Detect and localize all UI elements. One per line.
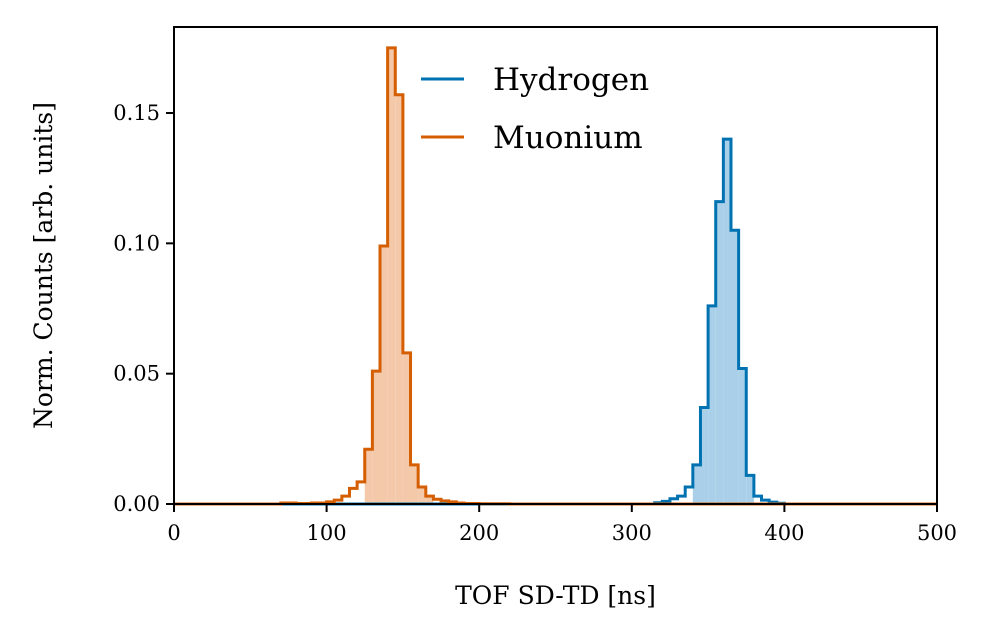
muonium-histogram-line	[174, 46, 937, 506]
x-tick-label: 100	[307, 521, 347, 545]
y-tick-label: 0.05	[113, 362, 160, 386]
muonium-bin-fill	[372, 371, 381, 504]
hydrogen-bin-fill	[715, 201, 724, 504]
muonium-bin-fill	[425, 496, 434, 504]
y-tick-label: 0.00	[113, 492, 160, 516]
hydrogen-bin-fill	[746, 475, 754, 504]
y-tick-label: 0.10	[113, 231, 160, 255]
hydrogen-bin-fill	[738, 368, 747, 504]
x-tick-label: 400	[764, 521, 804, 545]
hydrogen-bin-fill	[708, 305, 716, 504]
muonium-bin-fill	[395, 94, 403, 504]
muonium-bin-fill	[402, 352, 411, 504]
x-tick-label: 500	[917, 521, 957, 545]
x-axis-label: TOF SD-TD [ns]	[455, 581, 656, 610]
y-tick-label: 0.15	[113, 101, 160, 125]
muonium-bin-fill	[387, 47, 396, 505]
muonium-bin-fill	[380, 245, 388, 505]
x-tick-label: 0	[167, 521, 180, 545]
legend-label-hydrogen: Hydrogen	[493, 62, 649, 98]
hydrogen-histogram-line	[174, 137, 937, 506]
legend-label-muonium: Muonium	[493, 120, 643, 156]
muonium-bin-fill	[364, 449, 373, 504]
x-tick-label: 200	[459, 521, 499, 545]
legend: Hydrogen Muonium	[421, 62, 649, 156]
x-tick-label: 300	[612, 521, 652, 545]
hydrogen-bin-fill	[700, 407, 709, 504]
y-axis-label: Norm. Counts [arb. units]	[29, 102, 58, 429]
hydrogen-bin-fill	[723, 139, 731, 504]
muonium-bin-fill	[418, 487, 426, 504]
muonium-bin-fill	[410, 464, 419, 504]
hydrogen-bin-fill	[692, 464, 701, 504]
plot-frame	[173, 26, 938, 505]
hydrogen-bin-fill	[730, 230, 739, 505]
